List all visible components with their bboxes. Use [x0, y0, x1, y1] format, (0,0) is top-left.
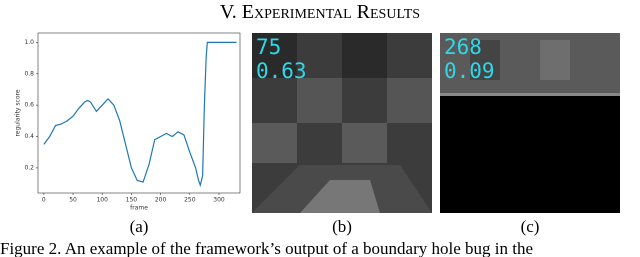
y-tick-label: 0.6: [24, 102, 34, 109]
subfigure-label: (b): [332, 217, 352, 236]
plot-frame: [37, 32, 241, 194]
x-tick-label: 300: [213, 197, 225, 204]
y-tick-label: 0.8: [24, 70, 34, 77]
y-tick-label: 1.0: [24, 39, 34, 46]
figure-caption: Figure 2. An example of the framework’s …: [0, 239, 533, 257]
x-axis-label: frame: [130, 205, 148, 212]
x-tick-label: 200: [155, 197, 167, 204]
x-tick-label: 250: [184, 197, 196, 204]
x-tick-label: 0: [42, 197, 46, 204]
frame-number: 268: [444, 35, 482, 59]
x-tick-label: 150: [126, 197, 138, 204]
score-value: 0.63: [256, 59, 307, 83]
panel-b: [252, 33, 432, 213]
section-heading: V. Experimental Results: [220, 1, 420, 23]
subfigure-label: (c): [521, 217, 540, 236]
x-tick-label: 100: [96, 197, 108, 204]
panel-c: [440, 33, 620, 213]
y-axis-label: regularity score: [15, 89, 22, 136]
subfigure-label: (a): [130, 217, 149, 236]
y-tick-label: 0.4: [24, 133, 34, 140]
score-value: 0.09: [444, 59, 495, 83]
frame-number: 75: [256, 35, 281, 59]
x-tick-label: 50: [69, 197, 77, 204]
y-tick-label: 0.2: [24, 164, 34, 171]
data-line: [43, 41, 237, 188]
